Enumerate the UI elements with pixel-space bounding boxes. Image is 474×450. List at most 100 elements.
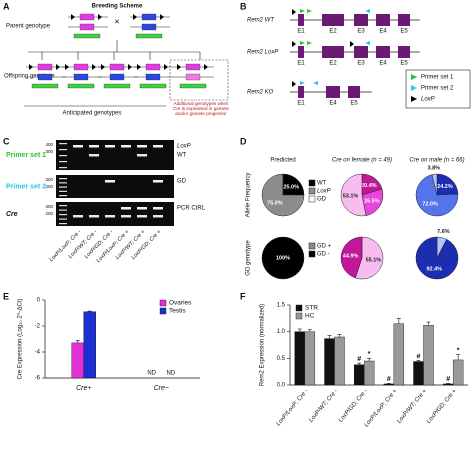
exon [322,46,344,58]
legend-label: LoxP [317,189,331,195]
parent-label: Parent genotype [6,24,51,30]
cre-box [67,83,95,89]
bar [442,383,454,386]
legend-symbol [411,74,417,80]
gel-band [153,215,163,218]
size-marker: 200 [45,211,53,216]
ladder-band [59,186,67,188]
loxp-site [164,64,168,70]
cre-box [135,33,163,39]
ladder-band [59,149,67,151]
exon-label: E4 [379,61,387,67]
loxp-site [137,64,141,70]
ladder-band [59,218,67,220]
y-tick-label: 0.0 [277,383,286,389]
bar [324,338,335,386]
exon-label: E2 [329,61,337,67]
bar [383,383,395,386]
pie-slice [436,173,459,196]
significance-mark: # [446,376,450,383]
panel-label: B [240,1,247,11]
allele-box [141,23,157,31]
pie-slice [415,174,459,217]
exon-label: E5 [400,29,408,35]
x-tick-label: Cre+ [76,385,91,392]
pie-slice [431,173,438,196]
ladder-band [59,161,67,163]
legend-label: Testis [169,308,186,315]
legend-swatch [295,304,303,312]
primer-1 [300,41,305,45]
value-label: 55.1% [366,257,382,263]
gel-band [73,215,83,218]
gel-row-label: Primer set 1 [6,152,46,159]
cre-box [31,83,59,89]
loxp-site [292,41,296,47]
value-label: 100% [276,255,290,261]
additional-note: Additional genotypes when Cre is express… [173,101,229,116]
exon [322,14,344,26]
gel-band [137,154,147,157]
value-label: 44.9% [343,254,359,260]
gel-band [105,145,115,148]
ladder-band [59,214,67,216]
loxp-site [92,64,96,70]
exon-label: E1 [297,29,305,35]
legend-swatch [308,250,316,258]
exon [354,46,368,58]
ladder-band [59,223,67,225]
y-axis-label: Rem2 Expression (normalized) [260,304,266,386]
primer-1 [300,9,305,13]
significance-mark: * [457,347,460,354]
additional-note-wrap: Additional genotypes when Cre is express… [173,101,229,116]
bar [363,360,375,386]
cre-box [179,83,207,89]
gel-band [89,154,99,157]
allele-box [37,63,53,71]
anticipated-label: Anticipated genotypes [62,111,121,117]
loxp-site [128,64,132,70]
value-label: 7.6% [437,229,450,235]
panel-label: A [3,1,10,11]
legend-symbol [411,85,417,91]
legend-label: GD [317,197,327,203]
significance-mark: # [357,356,361,363]
exon-label: E1 [297,61,305,67]
gel-band [89,215,99,218]
allele-box [73,73,89,81]
band-label: LoxP [177,144,191,150]
loxp-site [29,64,33,70]
value-label: 26.5% [364,198,380,204]
y-tick-label: 1.5 [277,303,286,309]
bar [393,323,405,386]
primer-1 [307,41,312,45]
band-label: PCR CtRL [177,206,206,212]
exon [298,46,304,58]
gene-name: Rem2 KO [247,90,274,96]
column-title: Cre on female (n = 49) [332,158,392,164]
exon [376,14,390,26]
exon-label: E3 [357,29,365,35]
bar [452,359,464,386]
panel-label: F [240,291,246,301]
exon [398,46,410,58]
loxp-site [160,14,164,20]
x-tick-label: Cre− [154,385,169,392]
pie-slice [355,236,384,280]
offspring-label: Offspring genotype [4,74,55,80]
gel-band [137,207,147,210]
allele-box [79,13,95,21]
exon-label: E4 [379,29,387,35]
legend-swatch [159,307,167,315]
legend-swatch [308,195,316,203]
exon [326,86,340,98]
value-label: 3.8% [428,166,441,172]
allele-box [109,73,125,81]
legend-swatch [159,299,167,307]
legend-label: HC [305,313,315,320]
row-label: GD genotype [246,240,252,276]
allele-box [141,13,157,21]
loxp-site [101,64,105,70]
pie-slice [282,173,305,196]
